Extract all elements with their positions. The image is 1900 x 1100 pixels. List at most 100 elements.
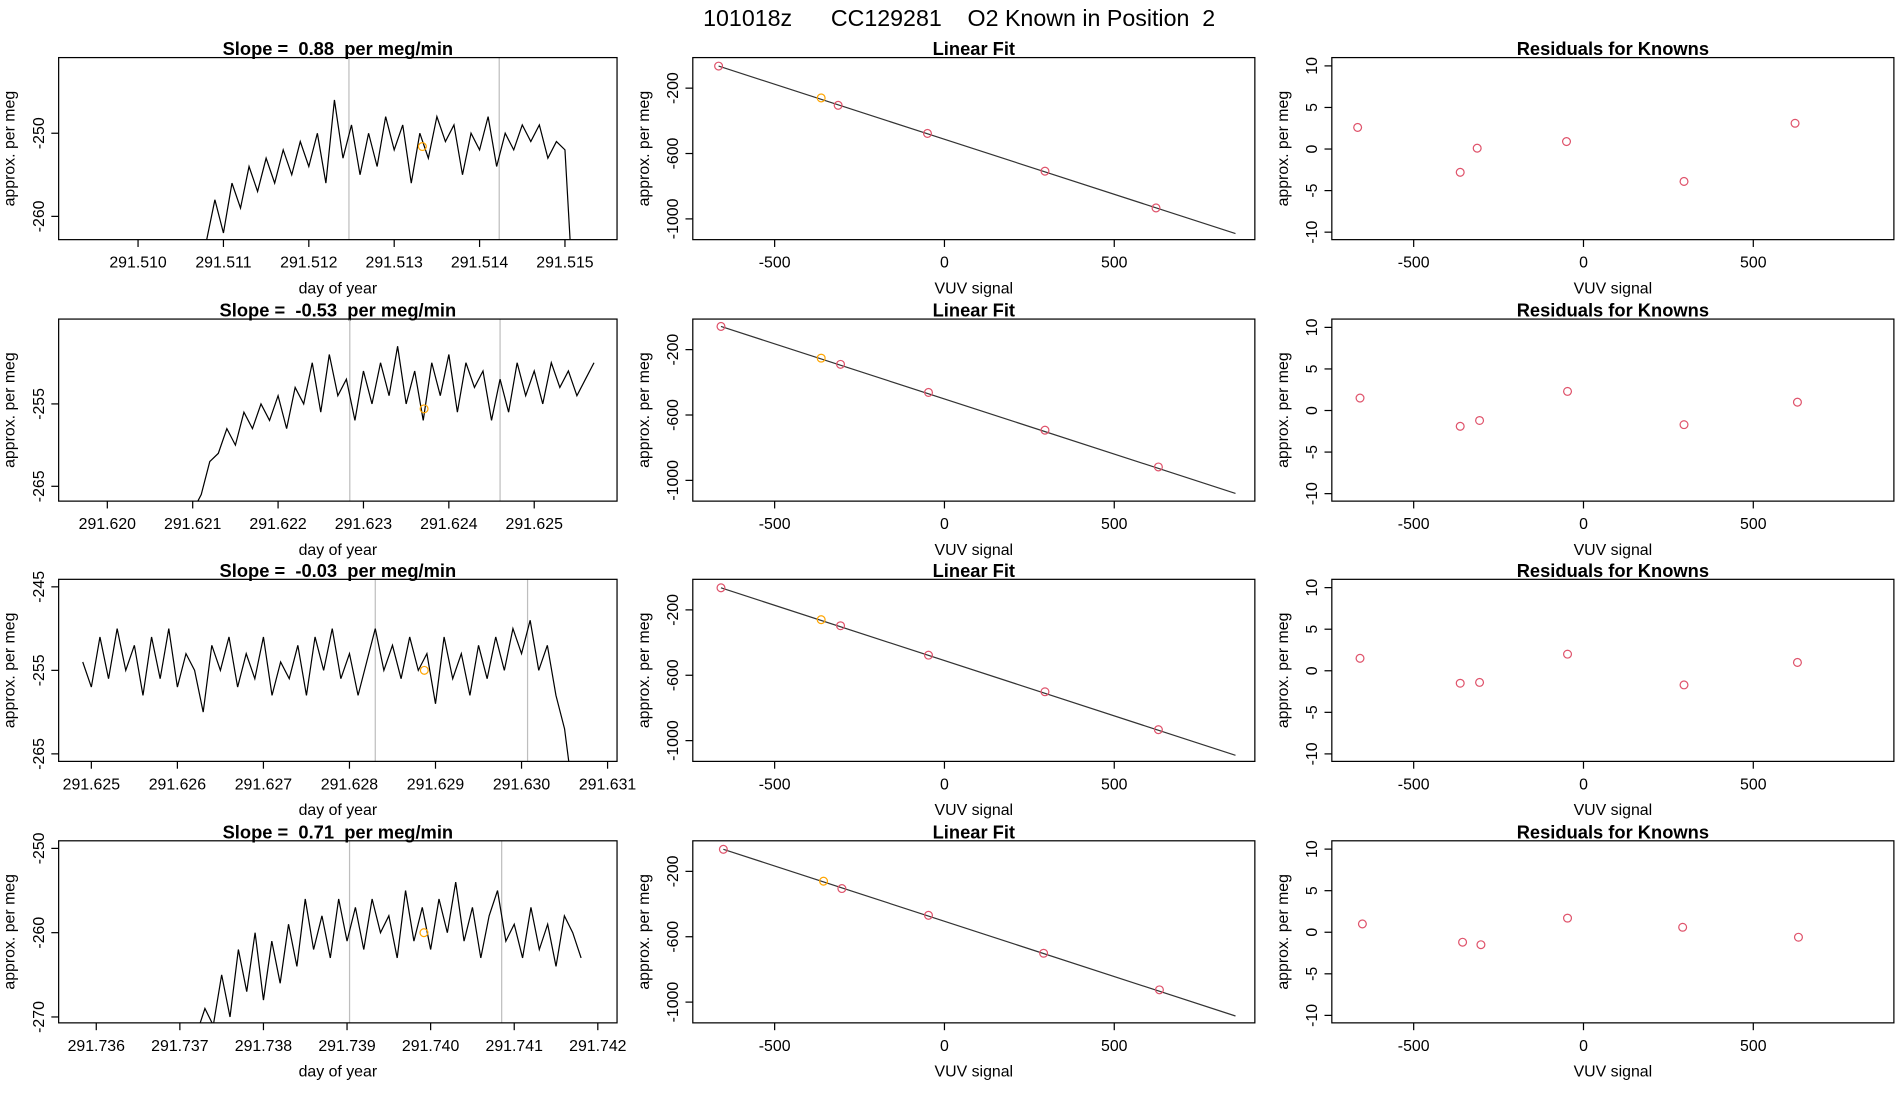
y-tick-label: -200 — [665, 72, 682, 104]
x-tick-label: 0 — [940, 776, 949, 793]
plot-area — [718, 844, 1236, 1017]
plot-frame — [692, 578, 1256, 762]
y-axis-label: approx. per meg — [1275, 91, 1292, 207]
plot-frame — [692, 56, 1256, 241]
y-tick-label: 0 — [1304, 666, 1321, 675]
x-axis-label: VUV signal — [935, 802, 1014, 819]
highlight-point — [419, 404, 429, 414]
x-tick-label: 0 — [1579, 776, 1588, 793]
x-axis-label: day of year — [299, 542, 378, 559]
x-tick-label: -500 — [1398, 776, 1430, 793]
y-tick-label: -5 — [1304, 705, 1321, 719]
x-tick-label: 291.625 — [506, 516, 564, 533]
y-tick-label: 5 — [1304, 103, 1321, 112]
y-tick-label: -5 — [1304, 967, 1321, 981]
panel-title: Residuals for Knowns — [1517, 821, 1709, 842]
plot-area — [1355, 386, 1802, 431]
panel: Residuals for Knowns VUV signal approx. pe… — [1275, 821, 1895, 1081]
fit-line — [720, 325, 1236, 495]
point — [1154, 985, 1164, 995]
point — [1357, 919, 1367, 929]
y-axis-label: approx. per meg — [2, 613, 19, 729]
point — [1039, 948, 1049, 958]
point — [816, 93, 826, 103]
panel-title: Linear Fit — [933, 38, 1015, 59]
y-tick-label: 5 — [1304, 886, 1321, 895]
x-axis-label: VUV signal — [1574, 280, 1653, 297]
y-axis-label: approx. per meg — [2, 91, 19, 207]
y-tick-label: -600 — [665, 137, 682, 169]
x-tick-label: -500 — [759, 776, 791, 793]
x-tick-label: 291.510 — [109, 255, 167, 272]
y-axis-label: approx. per meg — [2, 352, 19, 468]
point — [836, 621, 846, 631]
x-tick-label: 291.513 — [366, 255, 424, 272]
x-tick-label: 500 — [1740, 255, 1767, 272]
y-tick-label: 0 — [1304, 144, 1321, 153]
x-tick-label: 291.738 — [235, 1038, 293, 1055]
plot-area — [716, 583, 1236, 756]
point — [1472, 143, 1482, 153]
y-tick-label: 10 — [1304, 579, 1321, 597]
x-tick-label: 291.512 — [280, 255, 338, 272]
fit-line — [718, 65, 1236, 235]
x-tick-label: 500 — [1740, 776, 1767, 793]
y-tick-label: -10 — [1304, 482, 1321, 505]
panel: Slope = -0.03 per meg/min day of year appr… — [2, 560, 637, 819]
x-tick-label: 291.629 — [407, 776, 465, 793]
point — [1561, 137, 1572, 147]
x-axis-label: VUV signal — [935, 542, 1014, 559]
y-tick-label: -10 — [1304, 221, 1321, 244]
x-tick-label: 291.514 — [451, 255, 509, 272]
x-tick-label: 291.621 — [164, 516, 222, 533]
x-tick-label: 0 — [1579, 1038, 1588, 1055]
x-tick-label: 291.740 — [402, 1038, 460, 1055]
panel-title: Slope = -0.53 per meg/min — [220, 300, 457, 321]
y-axis-label: approx. per meg — [636, 352, 653, 468]
plot-frame — [58, 318, 618, 502]
point — [1353, 122, 1363, 132]
y-axis-label: approx. per meg — [1275, 352, 1292, 468]
x-tick-label: 291.736 — [68, 1038, 126, 1055]
panel: Slope = -0.53 per meg/min day of year appr… — [2, 300, 618, 559]
series-line — [199, 882, 582, 1023]
x-tick-label: -500 — [759, 255, 791, 272]
x-tick-label: 291.737 — [151, 1038, 209, 1055]
point — [716, 583, 726, 593]
x-tick-label: 500 — [1101, 516, 1128, 533]
y-tick-label: -1000 — [665, 460, 682, 501]
point — [1678, 922, 1688, 932]
point — [837, 884, 847, 894]
x-tick-label: 0 — [940, 1038, 949, 1055]
panel: Slope = 0.88 per meg/min day of year appro… — [2, 38, 618, 297]
panel: Residuals for Knowns VUV signal approx. pe… — [1275, 300, 1895, 559]
plot-frame — [1331, 56, 1895, 241]
point — [1792, 657, 1802, 667]
plot-area — [1357, 913, 1803, 950]
point — [1153, 725, 1163, 735]
y-tick-label: 10 — [1304, 57, 1321, 75]
panel-title: Linear Fit — [933, 300, 1015, 321]
y-axis-label: approx. per meg — [636, 874, 653, 990]
y-tick-label: -10 — [1304, 1004, 1321, 1027]
point — [1563, 386, 1573, 396]
plot-frame — [58, 56, 618, 241]
highlight-point — [419, 665, 429, 675]
panel-title: Slope = -0.03 per meg/min — [220, 560, 457, 581]
y-tick-label: -200 — [665, 594, 682, 626]
point — [1355, 653, 1365, 663]
plot-area — [1353, 118, 1800, 186]
y-axis-label: approx. per meg — [636, 91, 653, 207]
y-tick-label: -265 — [31, 470, 48, 502]
point — [1455, 167, 1465, 177]
y-tick-label: -10 — [1304, 742, 1321, 765]
point — [1679, 420, 1689, 430]
x-axis-label: VUV signal — [935, 1064, 1014, 1081]
y-tick-label: -5 — [1304, 183, 1321, 197]
plot-frame — [1331, 578, 1895, 762]
y-tick-label: -260 — [31, 917, 48, 949]
x-tick-label: 500 — [1101, 255, 1128, 272]
x-axis-label: VUV signal — [1574, 542, 1653, 559]
